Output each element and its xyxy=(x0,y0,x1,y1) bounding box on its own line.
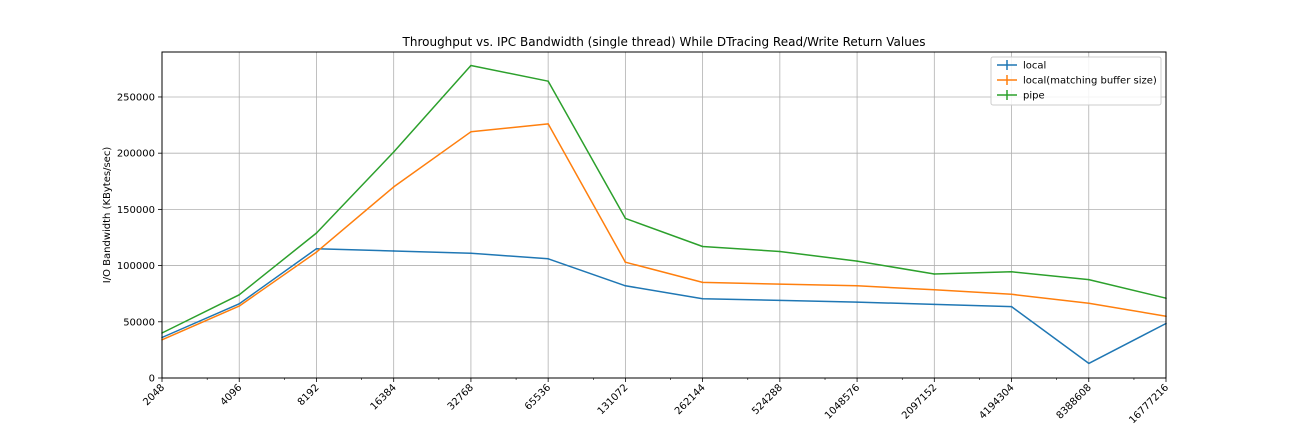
data-point xyxy=(315,251,318,253)
y-tick-label: 250000 xyxy=(117,92,155,103)
data-point xyxy=(779,250,781,253)
plot-frame xyxy=(161,51,1167,379)
data-point xyxy=(547,80,549,83)
data-point xyxy=(624,285,627,287)
plot-series xyxy=(161,64,1167,365)
data-point xyxy=(856,260,858,262)
data-point xyxy=(238,294,241,296)
series-line xyxy=(161,64,1167,334)
data-point xyxy=(238,303,241,305)
data-point xyxy=(392,250,395,252)
data-point xyxy=(933,288,936,291)
legend-entry: local xyxy=(997,60,1046,72)
y-tick-label: 150000 xyxy=(117,205,155,216)
data-point xyxy=(779,299,781,302)
legend: local local(matching buffer size) pipe xyxy=(990,56,1162,106)
y-axis-label: I/O Bandwidth (KBytes/sec) xyxy=(102,147,113,284)
legend-label: local(matching buffer size) xyxy=(1023,76,1157,87)
series-line xyxy=(161,123,1167,341)
data-point xyxy=(624,217,627,220)
data-point xyxy=(933,303,936,306)
data-point xyxy=(856,301,858,303)
y-tick-label: 50000 xyxy=(123,317,155,328)
data-point xyxy=(856,285,858,287)
data-point xyxy=(701,297,704,300)
legend-entry: pipe xyxy=(997,90,1045,102)
data-point xyxy=(1087,362,1090,365)
data-point xyxy=(1010,305,1013,308)
data-point xyxy=(1010,293,1013,296)
data-point xyxy=(470,131,472,133)
chart-title: Throughput vs. IPC Bandwidth (single thr… xyxy=(402,35,926,49)
y-tick-label: 200000 xyxy=(117,149,155,160)
data-point xyxy=(1087,302,1090,305)
legend-label: local xyxy=(1023,61,1046,72)
series-line xyxy=(161,247,1167,365)
data-point xyxy=(701,245,704,248)
data-point xyxy=(470,252,472,255)
data-point xyxy=(547,123,549,125)
data-point xyxy=(238,305,241,307)
legend-label: pipe xyxy=(1023,91,1045,102)
legend-entry: local(matching buffer size) xyxy=(997,75,1157,87)
data-point xyxy=(315,247,318,250)
data-point xyxy=(547,258,549,260)
data-point xyxy=(1010,270,1013,273)
data-point xyxy=(1087,278,1090,281)
data-point xyxy=(701,281,704,284)
data-point xyxy=(470,64,472,67)
data-point xyxy=(315,232,318,234)
y-tick-label: 100000 xyxy=(117,261,155,272)
data-point xyxy=(392,186,395,188)
data-point xyxy=(624,261,627,264)
legend-box xyxy=(990,56,1162,106)
y-tick-label: 0 xyxy=(149,374,155,385)
data-point xyxy=(392,151,395,153)
data-point xyxy=(779,283,781,285)
data-point xyxy=(933,273,936,275)
